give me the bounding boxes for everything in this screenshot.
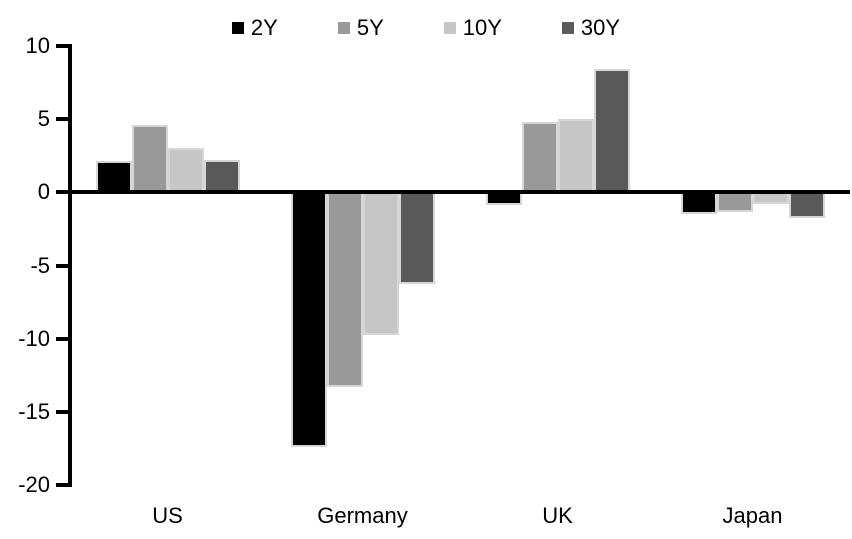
legend-swatch-30y bbox=[561, 22, 574, 34]
bar-us-2y bbox=[96, 161, 132, 192]
legend-label-10y: 10Y bbox=[462, 15, 502, 40]
y-tick-mark bbox=[56, 483, 69, 487]
bar-uk-10y bbox=[558, 119, 594, 192]
x-category-label-uk: UK bbox=[542, 503, 573, 528]
bar-germany-2y bbox=[291, 192, 327, 447]
y-tick-label: 5 bbox=[37, 106, 50, 131]
y-tick-mark bbox=[56, 190, 69, 194]
bar-germany-10y bbox=[363, 192, 399, 335]
y-tick-mark bbox=[56, 337, 69, 341]
y-tick-mark bbox=[56, 264, 69, 268]
bar-us-30y bbox=[204, 160, 240, 192]
legend-item-30y: 30Y bbox=[561, 15, 621, 41]
y-tick-label: -20 bbox=[18, 472, 50, 497]
bar-uk-5y bbox=[522, 122, 558, 192]
x-category-label-us: US bbox=[152, 503, 183, 528]
x-category-label-germany: Germany bbox=[317, 503, 408, 528]
y-tick-label: -15 bbox=[18, 399, 50, 424]
zero-axis-line bbox=[68, 190, 850, 194]
legend-swatch-5y bbox=[337, 22, 350, 34]
bar-us-5y bbox=[132, 125, 168, 192]
chart-legend: 2Y 5Y 10Y 30Y bbox=[0, 12, 852, 44]
legend-item-10y: 10Y bbox=[443, 15, 502, 41]
y-tick-label: 10 bbox=[25, 33, 50, 58]
legend-label-5y: 5Y bbox=[356, 15, 384, 40]
bar-japan-30y bbox=[789, 192, 825, 218]
x-category-label-japan: Japan bbox=[722, 503, 783, 528]
legend-swatch-2y bbox=[231, 22, 244, 34]
bar-japan-5y bbox=[717, 192, 753, 212]
y-axis-line bbox=[68, 44, 72, 487]
bar-japan-2y bbox=[681, 192, 717, 214]
legend-swatch-10y bbox=[443, 22, 456, 34]
y-tick-label: -5 bbox=[30, 253, 50, 278]
y-tick-mark bbox=[56, 117, 69, 121]
legend-label-2y: 2Y bbox=[250, 15, 278, 40]
y-tick-label: 0 bbox=[37, 179, 50, 204]
y-tick-mark bbox=[56, 44, 69, 48]
y-tick-label: -10 bbox=[18, 326, 50, 351]
legend-item-5y: 5Y bbox=[337, 15, 384, 41]
legend-item-2y: 2Y bbox=[231, 15, 278, 41]
bar-germany-30y bbox=[399, 192, 435, 284]
legend-label-30y: 30Y bbox=[580, 15, 621, 40]
y-tick-mark bbox=[56, 410, 69, 414]
bar-uk-30y bbox=[594, 69, 630, 192]
bar-germany-5y bbox=[327, 192, 363, 387]
bar-us-10y bbox=[168, 148, 204, 192]
